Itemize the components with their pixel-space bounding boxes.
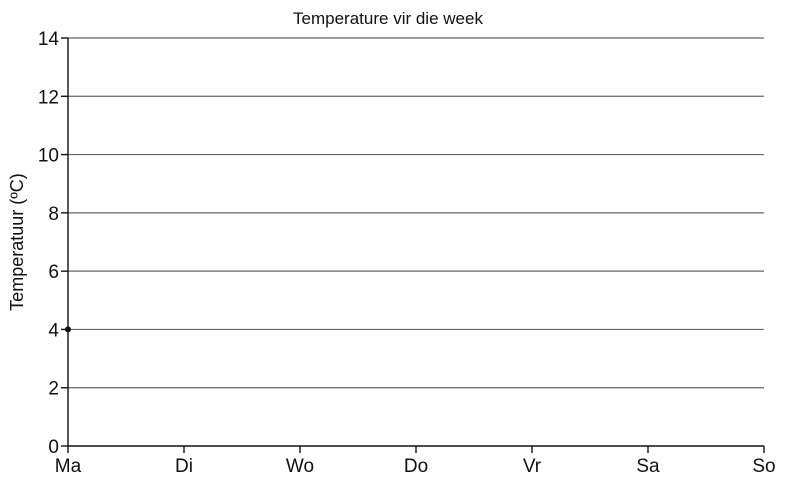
x-tick-label-di: Di [175, 456, 193, 477]
y-tick-label-0: 0 [48, 437, 59, 458]
chart-title: Temperature vir die week [293, 9, 483, 28]
y-tick-label-4: 4 [48, 320, 59, 341]
x-tick-label-wo: Wo [286, 456, 314, 477]
y-tick-label-8: 8 [48, 204, 59, 225]
y-tick-label-14: 14 [38, 29, 60, 50]
axes [67, 38, 764, 447]
gridlines [68, 37, 764, 389]
x-tick-label-do: Do [404, 456, 428, 477]
x-tick-label-sa: Sa [636, 456, 660, 477]
y-tick-label-6: 6 [48, 262, 59, 283]
data-point-ma [65, 326, 71, 333]
y-ticks: 0 2 4 6 8 10 12 14 [38, 29, 68, 458]
y-tick-label-10: 10 [38, 146, 59, 167]
x-tick-label-so: So [752, 456, 775, 477]
y-tick-label-2: 2 [48, 379, 59, 400]
x-tick-label-vr: Vr [523, 456, 542, 477]
data-points [65, 326, 71, 333]
y-tick-label-12: 12 [38, 87, 59, 108]
y-axis-label: Temperatuur (ºC) [7, 173, 27, 311]
x-ticks: Ma Di Wo Do Vr Sa So [55, 446, 776, 477]
x-tick-label-ma: Ma [55, 456, 82, 477]
